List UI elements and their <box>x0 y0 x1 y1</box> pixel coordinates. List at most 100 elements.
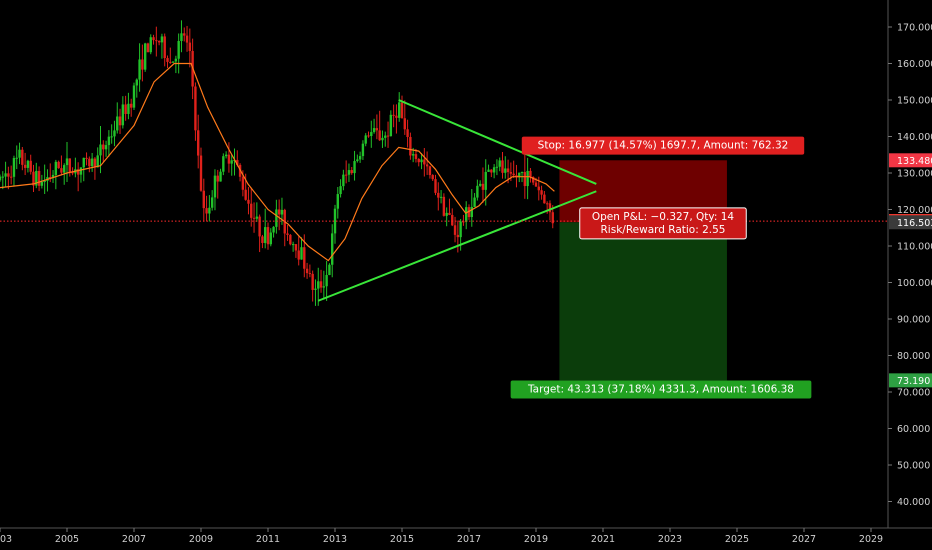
candle-body <box>110 136 113 138</box>
candle-body <box>344 174 348 176</box>
open-pnl-label-text: Risk/Reward Ratio: 2.55 <box>601 224 726 236</box>
candle-body <box>392 114 395 116</box>
candle-body <box>194 86 197 131</box>
candle-body <box>406 129 409 137</box>
stop-label-text: Stop: 16.977 (14.57%) 1697.7, Amount: 76… <box>538 140 789 152</box>
candle-body <box>107 136 111 146</box>
x-tick-label: 2019 <box>524 534 548 545</box>
candle-body <box>202 190 205 209</box>
candle-body <box>141 59 144 70</box>
y-tick-label: 110.000 <box>897 242 932 253</box>
candle-body <box>534 182 538 187</box>
price-tag-label: 73.190 <box>897 376 930 387</box>
open-pnl-label-bg <box>579 207 747 240</box>
candle-body <box>367 135 370 137</box>
x-tick-label: 2005 <box>55 534 79 545</box>
candle-body <box>258 216 261 237</box>
y-tick-label: 120.000 <box>897 205 932 216</box>
candle-body <box>501 160 504 173</box>
candle-body <box>121 104 125 126</box>
candle-body <box>540 190 543 195</box>
candle-body <box>492 167 496 173</box>
candle-body <box>155 40 158 42</box>
candle-body <box>277 209 281 215</box>
candle-body <box>124 104 127 114</box>
position-zones <box>559 160 727 381</box>
y-tick-label: 60.000 <box>897 424 930 435</box>
candle-body <box>470 206 473 218</box>
candle-body <box>372 128 376 133</box>
candle-body <box>264 227 267 243</box>
candle-body <box>166 58 169 62</box>
x-tick-label: 2029 <box>859 534 883 545</box>
candle-body <box>93 158 97 168</box>
candle-body <box>459 221 462 238</box>
trendlines-layer[interactable] <box>317 99 597 302</box>
candle-body <box>356 159 359 162</box>
x-tick-label: 2015 <box>390 534 414 545</box>
candle-body <box>255 216 259 219</box>
candle-body <box>381 137 384 141</box>
candle-body <box>90 158 94 167</box>
candle-body <box>188 42 192 51</box>
candle-body <box>266 227 270 245</box>
candle-body <box>537 186 540 191</box>
candle-body <box>224 154 228 157</box>
open-pnl-label-text: Open P&L: −0.327, Qty: 14 <box>592 211 735 223</box>
candle-body <box>4 173 7 177</box>
candle-body <box>227 154 231 164</box>
candle-body <box>82 157 85 168</box>
y-tick-label: 100.000 <box>897 278 932 289</box>
candle-body <box>7 173 10 177</box>
candle-body <box>26 160 30 168</box>
candle-body <box>9 176 13 178</box>
candle-body <box>478 183 482 186</box>
candle-body <box>272 226 275 233</box>
lower-trendline[interactable] <box>317 190 597 302</box>
candle-body <box>40 181 44 186</box>
candle-body <box>197 130 200 156</box>
candle-body <box>23 164 27 168</box>
candle-body <box>71 172 74 174</box>
candle-body <box>210 197 214 208</box>
candle-body <box>423 159 426 165</box>
candle-body <box>305 268 309 274</box>
candle-body <box>57 161 60 169</box>
time-axis[interactable]: 03 2005 2007 2009 2011 2013 2015 2017 2019 2021 20… <box>0 528 883 545</box>
price-tag-bg <box>889 215 932 230</box>
upper-trendline[interactable] <box>398 99 597 185</box>
candle-body <box>476 185 479 198</box>
y-tick-label: 170.000 <box>897 23 932 34</box>
candle-body <box>462 221 465 223</box>
candle-body <box>275 209 278 227</box>
candle-body <box>439 196 443 198</box>
candle-body <box>512 173 515 176</box>
y-tick-label: 150.000 <box>897 96 932 107</box>
candle-body <box>370 132 373 137</box>
candle-body <box>378 130 381 141</box>
candle-body <box>448 212 451 215</box>
candle-body <box>104 145 108 150</box>
candle-body <box>358 156 362 160</box>
candle-body <box>174 58 178 62</box>
candle-body <box>132 85 136 108</box>
candle-body <box>364 135 367 144</box>
candle-body <box>68 158 71 173</box>
candle-body <box>286 233 289 235</box>
candle-body <box>350 170 353 174</box>
candle-body <box>481 183 485 190</box>
candle-body <box>15 157 18 159</box>
candle-body <box>208 207 211 214</box>
price-axis[interactable]: 170.000 160.000 150.000 140.000 130.000 120.0… <box>888 23 932 509</box>
candle-body <box>336 194 339 209</box>
price-tag-bg <box>889 373 932 388</box>
candle-body <box>465 207 468 222</box>
candle-body <box>333 208 337 234</box>
candle-body <box>21 149 24 165</box>
candle-body <box>143 43 147 70</box>
candle-body <box>65 158 69 166</box>
candle-body <box>425 164 429 167</box>
candle-body <box>490 169 493 173</box>
candle-body <box>199 155 203 191</box>
